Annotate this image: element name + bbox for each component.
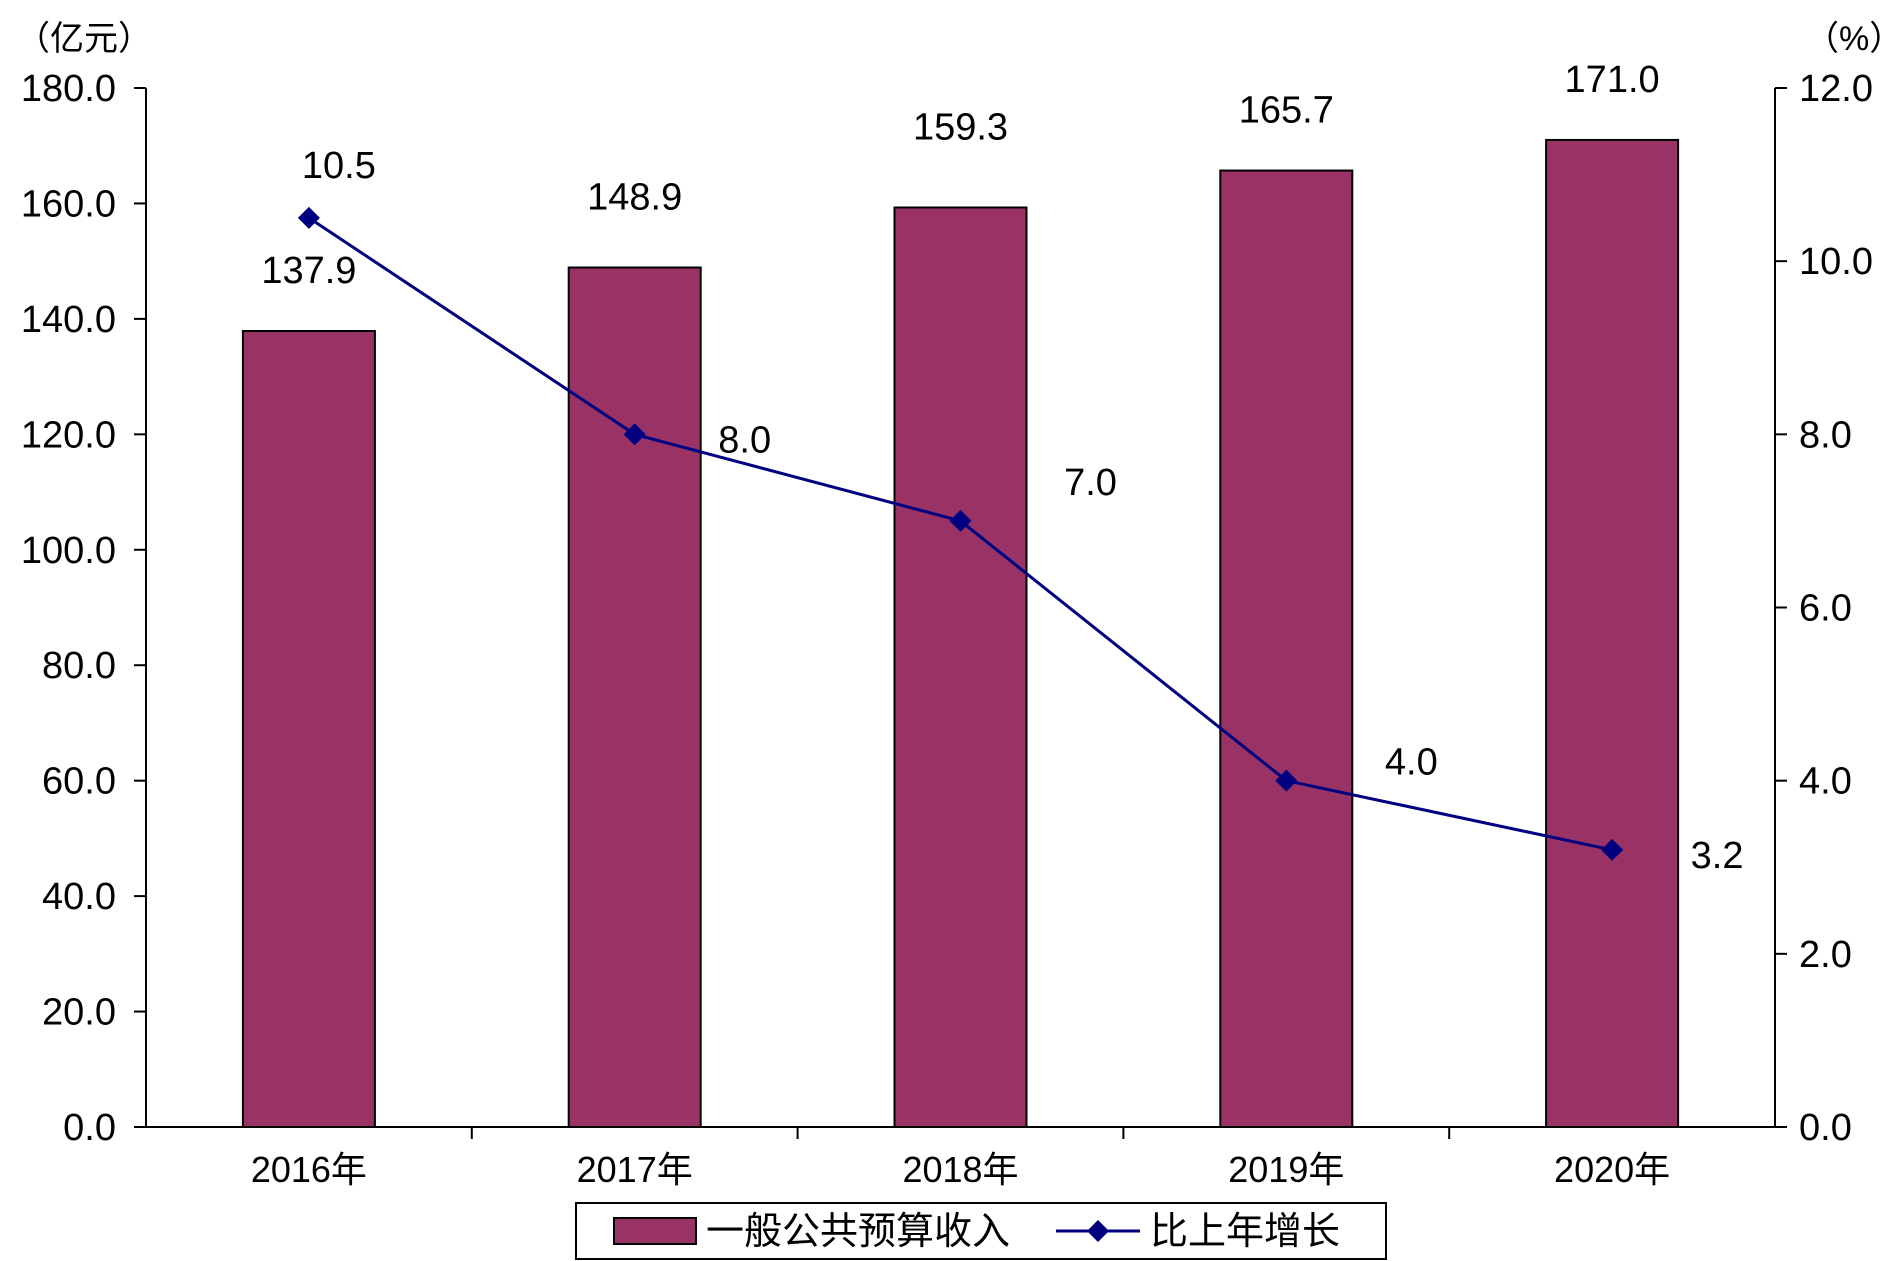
line-point <box>623 423 646 446</box>
left-axis-tick-label: 0.0 <box>63 1107 116 1149</box>
legend-bar-swatch <box>613 1217 697 1245</box>
bar-value-label: 165.7 <box>1239 90 1334 132</box>
left-axis-tick-label: 100.0 <box>21 530 116 572</box>
bar-value-label: 159.3 <box>913 106 1008 148</box>
bar <box>1545 138 1680 1128</box>
line-value-label: 7.0 <box>1064 462 1117 504</box>
line-value-label: 3.2 <box>1691 835 1744 877</box>
left-axis-tick-label: 180.0 <box>21 68 116 110</box>
left-axis-tick-label: 140.0 <box>21 299 116 341</box>
legend: 一般公共预算收入 比上年增长 <box>575 1202 1387 1260</box>
left-axis-tick-label: 160.0 <box>21 183 116 225</box>
right-axis-tick-label: 8.0 <box>1799 414 1852 456</box>
right-axis-tick-label: 4.0 <box>1799 761 1852 803</box>
x-axis-label: 2017年 <box>577 1149 693 1190</box>
right-axis-tick-label: 10.0 <box>1799 241 1873 283</box>
left-axis: 0.0 20.0 40.0 60.0 80.0 100.0 120.0 140.0 160.0 1… <box>21 68 147 1149</box>
line-series: 10.5 8.0 7.0 4.0 3.2 <box>297 145 1744 877</box>
right-axis-tick-label: 2.0 <box>1799 934 1852 976</box>
bar-value-label: 137.9 <box>261 250 356 292</box>
left-axis-tick-label: 80.0 <box>42 645 116 687</box>
left-axis-tick-label: 40.0 <box>42 876 116 918</box>
left-axis-tick-label: 60.0 <box>42 761 116 803</box>
x-axis: 2016年 2017年 2018年 2019年 2020年 <box>146 1126 1775 1190</box>
line-point <box>297 206 320 229</box>
line-point <box>1275 769 1298 792</box>
bar <box>1219 169 1354 1128</box>
line-point <box>1601 838 1624 861</box>
left-axis-tick-label: 20.0 <box>42 992 116 1034</box>
legend-box <box>575 1202 1387 1260</box>
left-axis-unit: （亿元） <box>16 20 152 58</box>
bar <box>893 206 1028 1129</box>
legend-bar-label: 一般公共预算收入 <box>706 1211 1010 1253</box>
right-axis-unit: （%） <box>1805 20 1887 58</box>
right-axis-tick-label: 12.0 <box>1799 68 1873 110</box>
x-axis-label: 2019年 <box>1228 1149 1344 1190</box>
legend-line-label: 比上年增长 <box>1150 1211 1340 1253</box>
line-value-label: 8.0 <box>718 419 771 461</box>
line-value-label: 10.5 <box>302 145 376 187</box>
bar <box>567 266 702 1128</box>
line-point <box>949 509 972 532</box>
x-axis-label: 2018年 <box>902 1149 1018 1190</box>
line-value-label: 4.0 <box>1385 742 1438 784</box>
bar-series: 137.9 148.9 159.3 165.7 171.0 <box>241 59 1680 1129</box>
right-axis-tick-label: 0.0 <box>1799 1107 1852 1149</box>
x-axis-label: 2020年 <box>1554 1149 1670 1190</box>
legend-line-marker <box>1087 1220 1109 1242</box>
bar-value-label: 148.9 <box>587 177 682 219</box>
bar <box>241 330 376 1128</box>
right-axis-tick-label: 6.0 <box>1799 588 1852 630</box>
bar-value-label: 171.0 <box>1565 59 1660 101</box>
right-axis: 0.0 2.0 4.0 6.0 8.0 10.0 12.0 <box>1774 68 1873 1149</box>
x-axis-label: 2016年 <box>251 1149 367 1190</box>
left-axis-tick-label: 120.0 <box>21 414 116 456</box>
